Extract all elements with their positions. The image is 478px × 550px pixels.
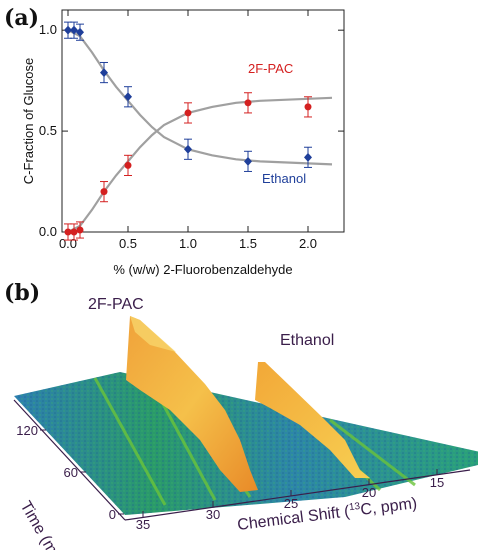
shift-tick-label: 15 [430,475,444,490]
x-tick-label: 1.0 [179,236,197,251]
shift-tick-group: 35 30 25 20 15 [136,469,444,532]
x-tick-group: 0.0 0.5 1.0 1.5 2.0 [59,10,317,251]
data-point-2f-pac [124,161,132,169]
data-point-2f-pac [70,228,78,236]
panel-a-label: (a) [4,5,39,31]
data-point-2f-pac [76,226,84,234]
data-point-2f-pac [64,228,72,236]
data-point-ethanol [76,27,84,37]
data-point-ethanol [184,144,192,154]
y-axis-title: C-Fraction of Glucose [21,58,36,184]
data-point-2f-pac [244,99,252,107]
data-point-2f-pac [184,109,192,117]
shift-title-suffix: C, ppm) [360,495,419,519]
x-axis-title: % (w/w) 2-Fluorobenzaldehyde [113,262,292,277]
x-tick-label: 0.5 [119,236,137,251]
data-point-ethanol [64,25,72,35]
data-point-2f-pac [100,188,108,196]
series-label-ethanol: Ethanol [262,171,306,186]
peak-2f-pac [126,316,258,492]
x-tick-label: 2.0 [299,236,317,251]
data-point-ethanol [70,25,78,35]
peak-label-2f-pac: 2F-PAC [88,296,144,313]
panel-b-label: (b) [4,280,40,306]
fit-curve-0 [67,96,333,233]
y-tick-label: 0.0 [39,224,57,239]
x-tick-label: 1.5 [239,236,257,251]
y-tick-group: 0.0 0.5 1.0 [39,22,344,239]
shift-tick-label: 25 [284,496,298,511]
time-tick-group: 0 60 120 [16,423,124,522]
series-label-2f-pac: 2F-PAC [248,61,293,76]
y-tick-label: 0.5 [39,123,57,138]
data-point-ethanol [100,68,108,78]
peak-2f-pac-ridge [130,316,176,352]
data-point-ethanol [304,152,312,162]
data-point-ethanol [124,92,132,102]
shift-title-sup: 13 [348,501,361,513]
series-group [64,21,312,241]
fit-curve-group [67,29,333,233]
plot-frame [61,9,345,233]
time-tick-label: 0 [109,507,116,522]
shift-tick-label: 30 [206,507,220,522]
data-point-2f-pac [304,103,312,111]
time-tick-label: 120 [16,423,38,438]
data-point-ethanol [244,156,252,166]
y-tick-label: 1.0 [39,22,57,37]
time-axis-title: Time (min) [17,499,70,550]
surface-floor-texture [14,372,478,515]
axis-3d-lines [13,399,471,521]
fit-curve-1 [67,29,333,166]
peak-ethanol [255,362,370,478]
shift-tick-label: 20 [362,485,376,500]
peak-label-ethanol: Ethanol [280,332,334,349]
time-tick-label: 60 [64,465,78,480]
shift-tick-label: 35 [136,517,150,532]
panel-a-chart: 0.00.51.0 0.0 0.5 1.0 1.5 2.0 % (w/w) 2-Fluo… [21,9,345,277]
